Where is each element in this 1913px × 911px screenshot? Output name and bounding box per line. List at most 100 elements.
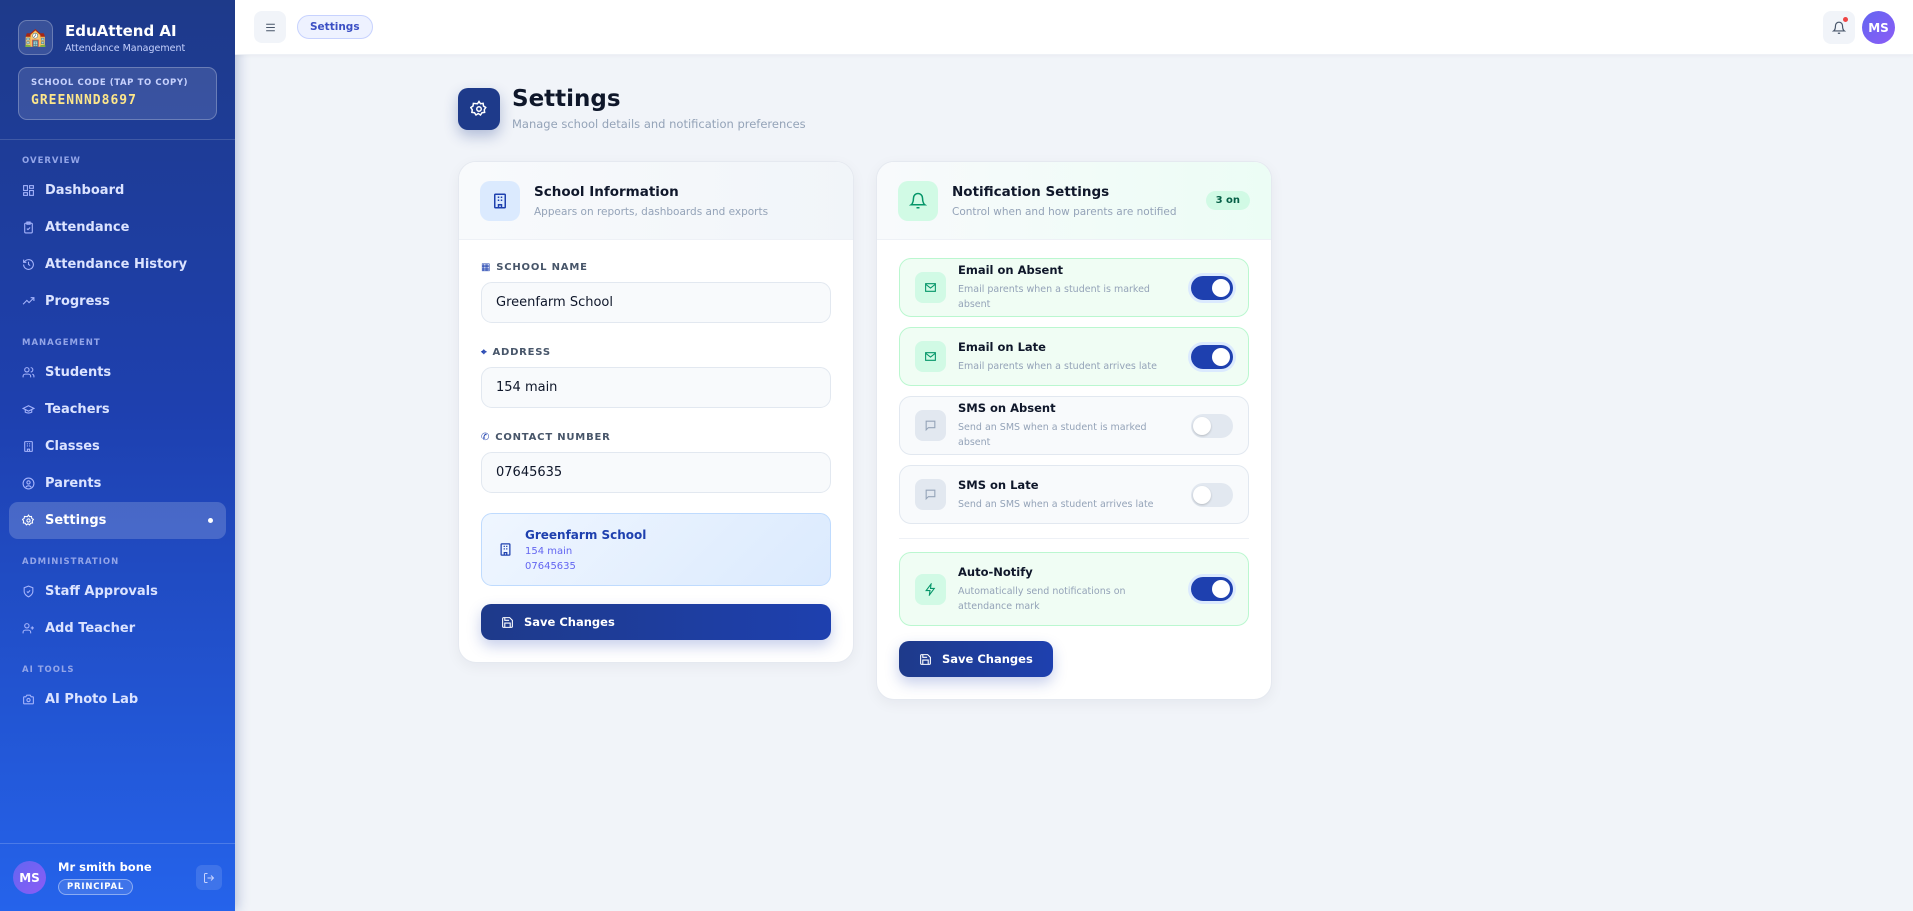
avatar[interactable]: MS: [1862, 11, 1895, 44]
card-header: School Information Appears on reports, d…: [459, 162, 853, 240]
save-notifications-button[interactable]: Save Changes: [899, 641, 1053, 677]
menu-icon: [265, 23, 275, 31]
divider: [899, 538, 1249, 539]
row-description: Send an SMS when a student arrives late: [958, 498, 1154, 510]
school-code-label: SCHOOL CODE (TAP TO COPY): [31, 78, 189, 88]
user-circle-icon: [22, 477, 35, 490]
shield-check-icon: [23, 585, 34, 598]
phone-icon: ✆: [481, 432, 491, 443]
building-icon: [24, 441, 33, 452]
sidebar-item-parents[interactable]: Parents: [9, 465, 226, 502]
notification-row: Email on Absent Email parents when a stud…: [899, 258, 1249, 317]
breadcrumb[interactable]: Settings: [297, 15, 373, 39]
sidebar-item-progress[interactable]: Progress: [9, 283, 226, 320]
row-description: Automatically send notifications on atte…: [958, 585, 1126, 612]
sidebar: 🏫 EduAttend AI Attendance Management SCH…: [0, 0, 235, 911]
sidebar-item-students[interactable]: Students: [9, 354, 226, 391]
user-name: Mr smith bone: [58, 860, 152, 874]
sidebar-item-attendance[interactable]: Attendance: [9, 209, 226, 246]
sidebar-item-label: Parents: [45, 476, 102, 491]
page-title: Settings: [512, 86, 621, 112]
school-name-input[interactable]: [481, 282, 831, 323]
card-header: Notification Settings Control when and h…: [877, 162, 1271, 240]
school-preview: Greenfarm School 154 main 07645635: [481, 513, 831, 586]
sidebar-item-staff-approvals[interactable]: Staff Approvals: [9, 573, 226, 610]
mail-icon: [915, 341, 946, 372]
trending-up-icon: [22, 297, 35, 305]
bell-icon: [898, 180, 938, 221]
section-gap: [9, 320, 226, 332]
email-on-late-toggle[interactable]: [1191, 344, 1233, 369]
save-icon: [502, 616, 513, 628]
sidebar-item-label: Settings: [45, 513, 107, 528]
contact-label: ✆ CONTACT NUMBER: [481, 432, 831, 443]
logout-icon: [204, 872, 215, 883]
preview-name: Greenfarm School: [525, 527, 647, 542]
users-icon: [22, 367, 35, 378]
save-school-button[interactable]: Save Changes: [481, 604, 831, 640]
lightning-icon: [915, 573, 946, 605]
card-title: School Information: [534, 183, 679, 200]
sidebar-item-classes[interactable]: Classes: [9, 428, 226, 465]
sidebar-item-label: Students: [45, 365, 112, 380]
school-name-label: ▦ SCHOOL NAME: [481, 262, 831, 273]
map-pin-icon: ⌖: [481, 347, 488, 358]
address-input[interactable]: [481, 367, 831, 408]
sidebar-item-label: Teachers: [45, 402, 110, 417]
sidebar-item-ai-photo-lab[interactable]: AI Photo Lab: [9, 681, 226, 718]
email-on-absent-toggle[interactable]: [1191, 275, 1233, 300]
sidebar-item-dashboard[interactable]: Dashboard: [9, 172, 226, 209]
card-body: ▦ SCHOOL NAME ⌖ ADDRESS ✆ CONTACT NUMBER Gr…: [459, 240, 853, 662]
sidebar-item-attendance-history[interactable]: Attendance History: [9, 246, 226, 283]
app-subtitle: Attendance Management: [65, 42, 186, 54]
sidebar-item-label: Staff Approvals: [45, 584, 158, 599]
gear-icon: [22, 514, 35, 526]
sms-on-late-toggle[interactable]: [1191, 482, 1233, 507]
clipboard-check-icon: [24, 221, 33, 234]
sidebar-item-label: Dashboard: [45, 183, 125, 198]
avatar[interactable]: MS: [13, 861, 46, 894]
mail-icon: [915, 272, 946, 303]
building-icon: [500, 543, 511, 556]
sms-on-absent-toggle[interactable]: [1191, 413, 1233, 438]
notification-settings-card: Notification Settings Control when and h…: [876, 161, 1272, 700]
section-gap: [9, 539, 226, 551]
label-text: CONTACT NUMBER: [495, 432, 611, 443]
school-info-card: School Information Appears on reports, d…: [458, 161, 854, 663]
sidebar-item-teachers[interactable]: Teachers: [9, 391, 226, 428]
sidebar-nav: OVERVIEW Dashboard Attendance Attendance Hi…: [9, 150, 226, 718]
notifications-button[interactable]: [1823, 11, 1855, 44]
school-logo-icon: 🏫: [18, 20, 53, 55]
card-body: Email on Absent Email parents when a stud…: [877, 240, 1271, 699]
graduation-cap-icon: [22, 405, 35, 414]
school-code-copy[interactable]: SCHOOL CODE (TAP TO COPY) GREENNND8697: [18, 67, 217, 120]
preview-address: 154 main: [525, 545, 573, 557]
address-label: ⌖ ADDRESS: [481, 347, 831, 358]
row-title: Auto-Notify: [958, 564, 1033, 579]
notification-row: SMS on Absent Send an SMS when a student …: [899, 396, 1249, 455]
building-icon: ▦: [481, 262, 492, 273]
school-code: GREENNND8697: [31, 93, 137, 108]
building-icon: [480, 180, 520, 221]
bell-icon: [1832, 21, 1846, 34]
grid-icon: [23, 185, 34, 196]
enabled-count-badge: 3 on: [1205, 191, 1250, 210]
sidebar-item-add-teacher[interactable]: Add Teacher: [9, 610, 226, 647]
role-badge: PRINCIPAL: [58, 879, 134, 895]
sidebar-item-label: Attendance History: [45, 257, 188, 272]
preview-phone: 07645635: [525, 560, 576, 572]
user-plus-icon: [22, 623, 34, 634]
save-label: Save Changes: [524, 615, 615, 629]
history-icon: [23, 259, 34, 270]
auto-notify-toggle[interactable]: [1191, 577, 1233, 601]
topbar: Settings MS: [235, 0, 1913, 55]
menu-button[interactable]: [254, 11, 286, 43]
card-subtitle: Appears on reports, dashboards and expor…: [534, 205, 769, 218]
sidebar-item-settings[interactable]: Settings: [9, 502, 226, 539]
save-label: Save Changes: [942, 652, 1033, 666]
gear-icon: [458, 88, 500, 130]
brand: 🏫 EduAttend AI Attendance Management: [18, 20, 185, 55]
logout-button[interactable]: [196, 865, 222, 890]
contact-number-input[interactable]: [481, 452, 831, 493]
row-description: Send an SMS when a student is marked abs…: [958, 422, 1147, 448]
